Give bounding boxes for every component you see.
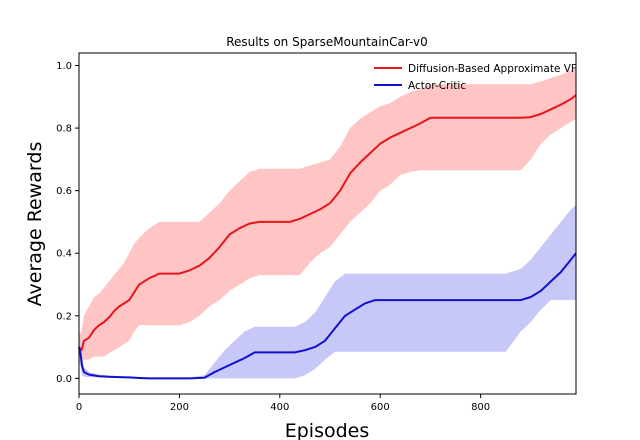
series-band-0 — [79, 68, 576, 363]
y-tick-label: 0.4 — [56, 249, 72, 260]
series-line-1 — [78, 252, 577, 380]
x-tick-label: 400 — [270, 402, 289, 413]
chart-title: Results on SparseMountainCar-v0 — [226, 35, 428, 49]
x-tick-label: 600 — [371, 402, 390, 413]
y-tick-label: 0.8 — [56, 124, 72, 135]
legend-label-1: Actor-Critic — [408, 80, 466, 92]
x-tick-label: 0 — [76, 402, 82, 413]
plot-frame — [78, 52, 577, 395]
x-axis: 0 200 400 600 800 — [76, 394, 490, 413]
y-tick-label: 0.0 — [56, 374, 72, 385]
series-lines — [78, 94, 577, 380]
legend: Diffusion-Based Approximate VF Actor-Crit… — [374, 63, 577, 92]
confidence-bands — [79, 68, 576, 379]
x-axis-label: Episodes — [285, 420, 370, 440]
series-band-1 — [79, 204, 576, 379]
y-tick-label: 1.0 — [56, 61, 72, 72]
y-tick-label: 0.2 — [56, 311, 72, 322]
y-tick-label: 0.6 — [56, 186, 72, 197]
x-tick-label: 800 — [471, 402, 490, 413]
y-axis: 0.0 0.2 0.4 0.6 0.8 1.0 — [56, 61, 79, 385]
x-tick-label: 200 — [170, 402, 189, 413]
legend-label-0: Diffusion-Based Approximate VF — [408, 63, 577, 75]
series-line-0 — [78, 94, 577, 352]
y-axis-label: Average Rewards — [24, 142, 46, 307]
